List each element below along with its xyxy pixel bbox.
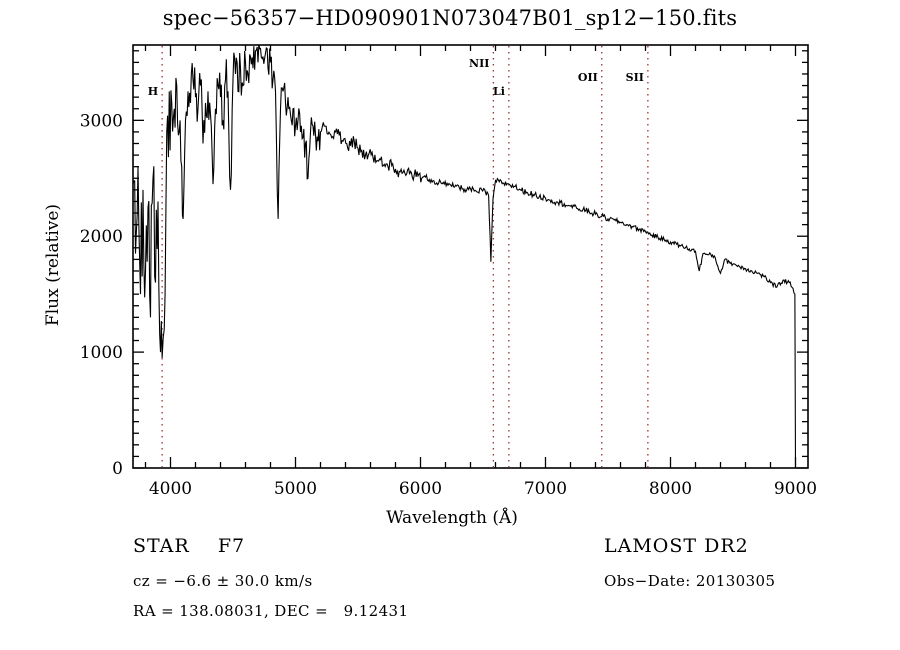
spectral-line-labels: H NII Li OII SII (148, 57, 644, 98)
spectral-line-label: OII (578, 71, 598, 84)
x-tick-label: 8000 (649, 479, 692, 499)
object-class-text: STAR F7 (133, 535, 246, 557)
spectral-line-label: NII (469, 57, 489, 70)
x-tick-label: 9000 (774, 479, 817, 499)
page-title: spec−56357−HD090901N073047B01_sp12−150.f… (162, 6, 738, 30)
y-tick-labels: 0 1000 2000 3000 (80, 111, 123, 479)
redshift-velocity-text: cz = −6.6 ± 30.0 km/s (133, 572, 313, 590)
plot-frame (132, 44, 809, 469)
x-axis-ticks (144, 45, 797, 468)
spectral-line-label: SII (626, 71, 644, 84)
spectral-line-label: H (148, 85, 158, 98)
x-tick-label: 5000 (274, 479, 317, 499)
y-tick-label: 2000 (80, 227, 123, 247)
spectrum-path (133, 45, 797, 468)
y-axis-title: Flux (relative) (43, 204, 63, 326)
survey-name-text: LAMOST DR2 (604, 535, 749, 557)
x-tick-labels: 4000 5000 6000 7000 8000 9000 (149, 479, 817, 499)
y-tick-label: 0 (112, 459, 123, 479)
obs-date-text: Obs−Date: 20130305 (604, 572, 776, 590)
spectrum-trace (133, 45, 797, 468)
x-tick-label: 4000 (149, 479, 192, 499)
y-tick-label: 3000 (80, 111, 123, 131)
spectral-line-markers (161, 46, 649, 467)
spectral-line-label: Li (493, 85, 505, 98)
x-tick-label: 6000 (399, 479, 442, 499)
y-axis-ticks (133, 50, 808, 469)
coordinates-text: RA = 138.08031, DEC = 9.12431 (133, 602, 409, 620)
x-axis-title: Wavelength (Å) (386, 507, 518, 528)
y-tick-label: 1000 (80, 343, 123, 363)
x-tick-label: 7000 (524, 479, 567, 499)
